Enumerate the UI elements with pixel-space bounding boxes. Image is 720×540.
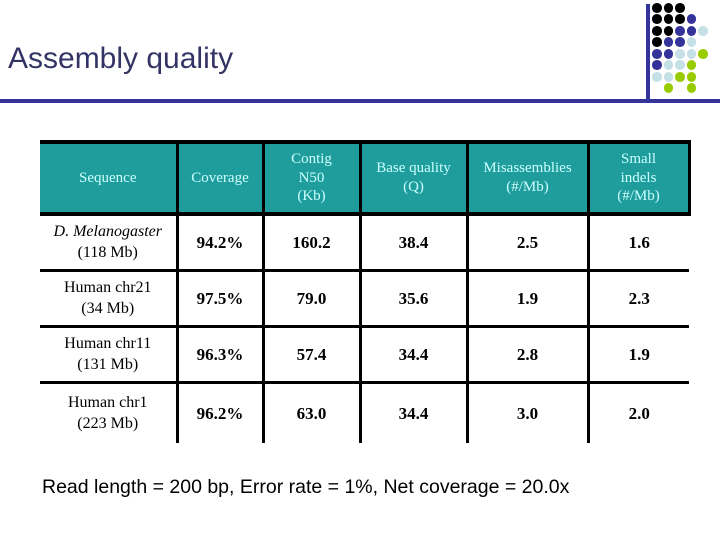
sequence-size: (34 Mb): [81, 299, 135, 317]
decoration-dot: [652, 37, 662, 48]
decoration-vertical-line: [646, 4, 650, 100]
decoration-dot: [675, 37, 685, 48]
cell-misassemblies: 1.9: [465, 269, 588, 327]
cell-small-indels: 1.9: [586, 325, 689, 383]
cell-contig-n50: 79.0: [261, 269, 360, 327]
cell-base-quality: 34.4: [358, 325, 467, 383]
cell-coverage: 94.2%: [175, 214, 263, 271]
table-row: Human chr11 (131 Mb) 96.3% 57.4 34.4 2.8 1.9: [40, 325, 689, 383]
table-row: Human chr21 (34 Mb) 97.5% 79.0 35.6 1.9 2.3: [40, 269, 689, 327]
decoration-dot: [698, 25, 708, 36]
sequence-name: Human chr1: [67, 393, 148, 411]
dots-decoration: [651, 2, 709, 94]
decoration-dot: [675, 2, 685, 13]
decoration-dot: [686, 37, 697, 48]
decoration-dot: [686, 60, 697, 71]
decoration-dot: [663, 25, 674, 36]
decoration-dot: [675, 48, 685, 59]
cell-misassemblies: 2.5: [465, 214, 588, 271]
decoration-dot: [652, 2, 662, 13]
decoration-dot: [663, 48, 674, 59]
decoration-dot: [663, 60, 674, 71]
column-header-coverage: Coverage: [175, 140, 263, 216]
cell-contig-n50: 160.2: [261, 214, 360, 271]
cell-contig-n50: 63.0: [261, 381, 360, 443]
sequence-size: (118 Mb): [77, 243, 138, 261]
decoration-dot: [663, 2, 674, 13]
cell-misassemblies: 2.8: [465, 325, 588, 383]
cell-sequence: Human chr11 (131 Mb): [40, 325, 177, 383]
cell-small-indels: 2.3: [586, 269, 689, 327]
sequence-name: D. Melanogaster: [53, 222, 162, 240]
decoration-dot: [686, 83, 697, 94]
decoration-dot: [652, 14, 662, 25]
sequence-name: Human chr21: [63, 278, 152, 296]
sequence-name: Human chr11: [64, 334, 152, 352]
decoration-dot: [652, 48, 662, 59]
decoration-dot: [675, 60, 685, 71]
column-header-misassemblies: Misassemblies (#/Mb): [465, 140, 588, 216]
column-header-sequence: Sequence: [40, 140, 177, 216]
sequence-size: (223 Mb): [77, 414, 139, 432]
cell-coverage: 96.2%: [175, 381, 263, 443]
cell-sequence: D. Melanogaster (118 Mb): [40, 214, 177, 271]
assembly-quality-table: Sequence Coverage Contig N50 (Kb) Base qual…: [40, 140, 691, 443]
table-row: Human chr1 (223 Mb) 96.2% 63.0 34.4 3.0 2.0: [40, 381, 689, 443]
cell-contig-n50: 57.4: [261, 325, 360, 383]
cell-small-indels: 1.6: [586, 214, 689, 271]
decoration-dot: [675, 25, 685, 36]
decoration-dot: [663, 14, 674, 25]
decoration-dot: [663, 71, 674, 82]
cell-base-quality: 38.4: [358, 214, 467, 271]
cell-base-quality: 34.4: [358, 381, 467, 443]
decoration-dot: [686, 25, 697, 36]
cell-misassemblies: 3.0: [465, 381, 588, 443]
decoration-dot: [675, 71, 685, 82]
table-header-row: Sequence Coverage Contig N50 (Kb) Base qual…: [40, 140, 691, 216]
table-row: D. Melanogaster (118 Mb) 94.2% 160.2 38.4 2.5…: [40, 214, 689, 271]
cell-sequence: Human chr21 (34 Mb): [40, 269, 177, 327]
sequence-size: (131 Mb): [77, 355, 139, 373]
decoration-dot: [675, 14, 685, 25]
title-underline: [0, 99, 720, 103]
decoration-dot: [698, 48, 708, 59]
cell-base-quality: 35.6: [358, 269, 467, 327]
cell-sequence: Human chr1 (223 Mb): [40, 381, 177, 443]
column-header-contig-n50: Contig N50 (Kb): [261, 140, 360, 216]
cell-coverage: 96.3%: [175, 325, 263, 383]
decoration-dot: [663, 83, 674, 94]
cell-coverage: 97.5%: [175, 269, 263, 327]
column-header-small-indels: Small indels (#/Mb): [586, 140, 691, 216]
column-header-base-quality: Base quality (Q): [358, 140, 467, 216]
decoration-dot: [686, 48, 697, 59]
decoration-dot: [652, 60, 662, 71]
decoration-dot: [663, 37, 674, 48]
decoration-dot: [652, 25, 662, 36]
page-title: Assembly quality: [8, 42, 234, 75]
decoration-dot: [686, 71, 697, 82]
decoration-dot: [652, 71, 662, 82]
cell-small-indels: 2.0: [586, 381, 689, 443]
footer-note: Read length = 200 bp, Error rate = 1%, N…: [42, 476, 570, 498]
decoration-dot: [686, 14, 697, 25]
